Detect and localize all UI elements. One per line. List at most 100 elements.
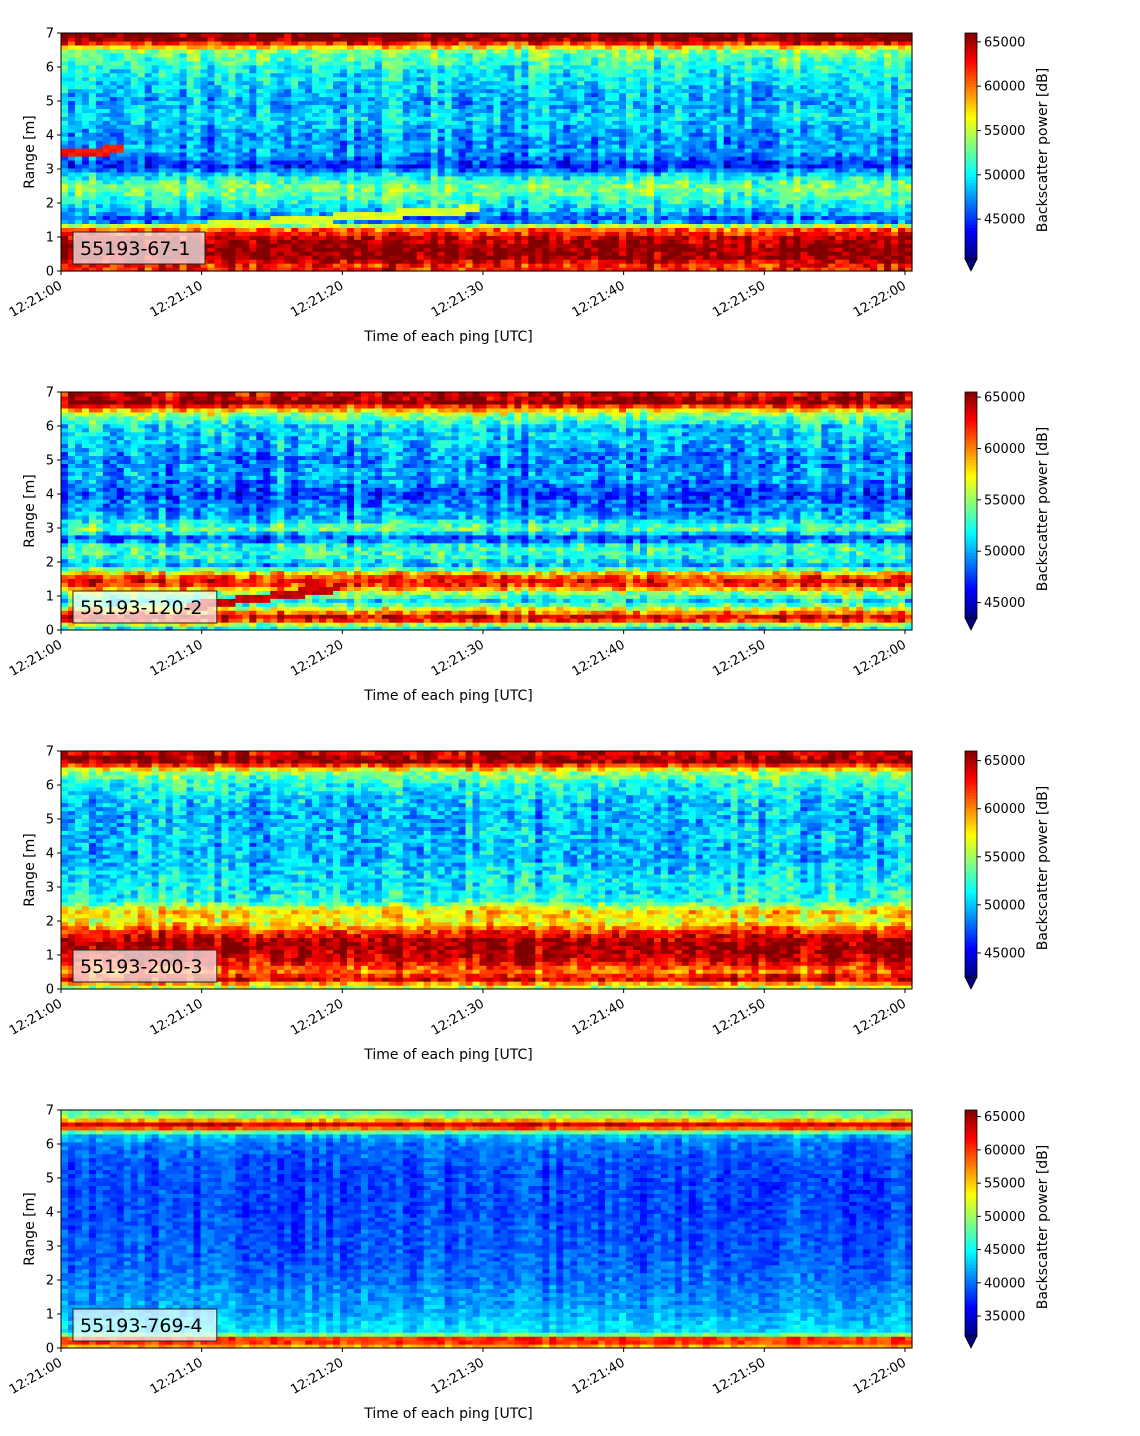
heatmap-cell xyxy=(702,207,711,213)
heatmap-cell xyxy=(360,132,369,137)
heatmap-cell xyxy=(486,243,495,248)
heatmap-cell xyxy=(465,148,474,153)
heatmap-cell xyxy=(598,155,606,161)
heatmap-cell xyxy=(249,259,257,264)
heatmap-cell xyxy=(451,259,460,264)
heatmap-cell xyxy=(828,259,836,264)
heatmap-cell xyxy=(779,183,788,189)
heatmap-cell xyxy=(563,195,571,201)
heatmap-cell xyxy=(186,203,195,209)
heatmap-cell xyxy=(186,215,195,221)
heatmap-cell xyxy=(144,219,153,224)
heatmap-cell xyxy=(277,171,285,177)
heatmap-cell xyxy=(340,231,348,236)
heatmap-cell xyxy=(821,167,829,173)
heatmap-cell xyxy=(730,179,739,185)
heatmap-cell xyxy=(877,239,885,244)
heatmap-cell xyxy=(109,140,118,145)
heatmap-cell xyxy=(214,128,223,133)
heatmap-cell xyxy=(660,128,669,133)
heatmap-cell xyxy=(465,152,474,157)
heatmap-cell xyxy=(591,199,599,205)
heatmap-cell xyxy=(458,148,467,153)
heatmap-cell xyxy=(591,203,599,209)
heatmap-cell xyxy=(130,112,139,117)
heatmap-cell xyxy=(619,167,627,173)
heatmap-cell xyxy=(102,191,111,197)
heatmap-cell xyxy=(723,179,732,185)
heatmap-cell xyxy=(242,159,250,165)
heatmap-cell xyxy=(298,199,306,205)
heatmap-cell xyxy=(367,227,376,232)
heatmap-cell xyxy=(598,227,606,232)
heatmap-cell xyxy=(340,179,348,185)
heatmap-cell xyxy=(291,116,299,121)
heatmap-cell xyxy=(81,211,90,217)
heatmap-cell xyxy=(632,136,641,141)
heatmap-cell xyxy=(584,255,592,260)
heatmap-cell xyxy=(758,112,767,117)
heatmap-cell xyxy=(423,183,432,189)
heatmap-cell xyxy=(270,219,278,224)
heatmap-cell xyxy=(758,152,767,157)
heatmap-cell xyxy=(102,163,111,169)
heatmap-cell xyxy=(88,179,97,185)
heatmap-cell xyxy=(123,112,132,117)
heatmap-cell xyxy=(409,247,418,252)
heatmap-cell xyxy=(730,116,739,121)
heatmap-cell xyxy=(388,267,397,272)
heatmap-cell xyxy=(835,239,843,244)
heatmap-cell xyxy=(653,231,662,236)
heatmap-cell xyxy=(472,140,481,145)
heatmap-cell xyxy=(807,171,815,177)
heatmap-cell xyxy=(856,203,864,209)
heatmap-cell xyxy=(214,171,223,177)
heatmap-cell xyxy=(109,128,118,133)
heatmap-cell xyxy=(367,195,376,201)
heatmap-cell xyxy=(605,195,613,201)
heatmap-cell xyxy=(653,223,662,228)
heatmap-cell xyxy=(298,215,306,221)
heatmap-cell xyxy=(326,207,334,213)
heatmap-cell xyxy=(465,116,474,121)
heatmap-cell xyxy=(898,163,906,169)
heatmap-cell xyxy=(402,155,411,161)
heatmap-cell xyxy=(367,259,376,264)
heatmap-cell xyxy=(291,108,299,113)
heatmap-cell xyxy=(688,239,697,244)
heatmap-cell xyxy=(730,163,739,169)
heatmap-cell xyxy=(416,132,425,137)
heatmap-cell xyxy=(430,219,439,224)
heatmap-cell xyxy=(563,227,571,232)
heatmap-cell xyxy=(305,140,313,145)
heatmap-cell xyxy=(556,159,564,165)
heatmap-cell xyxy=(409,191,418,197)
heatmap-cell xyxy=(577,171,585,177)
heatmap-cell xyxy=(444,120,453,125)
heatmap-cell xyxy=(653,148,662,153)
heatmap-cell xyxy=(88,187,97,193)
heatmap-cell xyxy=(67,124,76,129)
heatmap-cell xyxy=(179,128,188,133)
heatmap-cell xyxy=(542,159,550,165)
heatmap-cell xyxy=(186,171,195,177)
heatmap-cell xyxy=(423,223,432,228)
heatmap-cell xyxy=(605,132,613,137)
heatmap-cell xyxy=(737,239,746,244)
heatmap-cell xyxy=(528,116,536,121)
heatmap-cell xyxy=(256,195,264,201)
heatmap-cell xyxy=(340,255,348,260)
heatmap-cell xyxy=(514,179,522,185)
heatmap-cell xyxy=(305,243,313,248)
heatmap-cell xyxy=(479,128,488,133)
heatmap-cell xyxy=(151,140,160,145)
heatmap-cell xyxy=(326,155,334,161)
heatmap-cell xyxy=(898,144,906,149)
heatmap-cell xyxy=(493,132,502,137)
heatmap-cell xyxy=(542,116,550,121)
heatmap-cell xyxy=(326,263,334,268)
heatmap-cell xyxy=(353,140,362,145)
heatmap-cell xyxy=(423,247,432,252)
heatmap-cell xyxy=(326,243,334,248)
heatmap-cell xyxy=(430,255,439,260)
